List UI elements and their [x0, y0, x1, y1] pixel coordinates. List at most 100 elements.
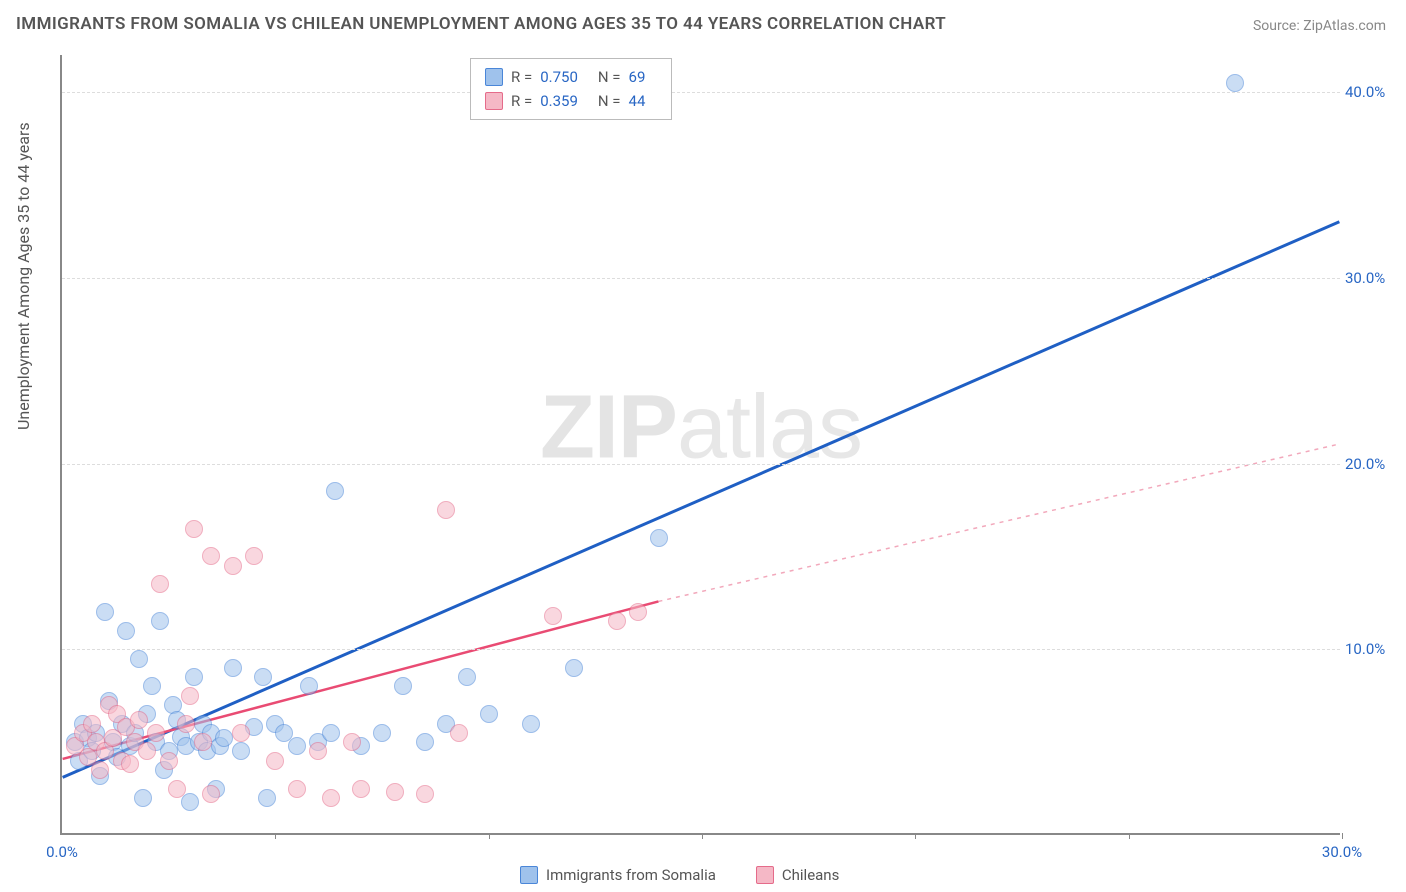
swatch-chileans-icon	[485, 92, 503, 110]
scatter-point	[224, 557, 242, 575]
scatter-point	[386, 783, 404, 801]
scatter-point	[650, 529, 668, 547]
scatter-point	[232, 724, 250, 742]
y-tick-label: 30.0%	[1345, 269, 1405, 287]
scatter-point	[177, 715, 195, 733]
scatter-point	[138, 742, 156, 760]
scatter-point	[194, 733, 212, 751]
scatter-point	[181, 793, 199, 811]
series-legend-item-chileans: Chileans	[756, 866, 839, 884]
scatter-point	[288, 780, 306, 798]
scatter-point	[288, 737, 306, 755]
n-value-somalia: 69	[629, 65, 646, 89]
plot-area: ZIPatlas 10.0%20.0%30.0%40.0%0.0%30.0%	[60, 55, 1340, 835]
x-tick-mark	[275, 833, 276, 839]
x-tick-label: 0.0%	[46, 843, 78, 861]
scatter-point	[326, 482, 344, 500]
trend-line	[658, 444, 1339, 601]
scatter-point	[416, 785, 434, 803]
r-label: R =	[511, 89, 532, 113]
scatter-point	[322, 789, 340, 807]
n-value-chileans: 44	[629, 89, 646, 113]
series-label-chileans: Chileans	[782, 866, 839, 884]
scatter-point	[202, 785, 220, 803]
scatter-point	[224, 659, 242, 677]
scatter-point	[309, 742, 327, 760]
scatter-point	[168, 780, 186, 798]
gridline	[62, 92, 1340, 93]
swatch-somalia-icon	[485, 68, 503, 86]
chart-title: IMMIGRANTS FROM SOMALIA VS CHILEAN UNEMP…	[16, 14, 946, 34]
correlation-legend-row-somalia: R = 0.750 N = 69	[485, 65, 657, 89]
n-label: N =	[598, 65, 621, 89]
scatter-point	[608, 612, 626, 630]
y-tick-label: 40.0%	[1345, 83, 1405, 101]
series-label-somalia: Immigrants from Somalia	[546, 866, 716, 884]
r-value-somalia: 0.750	[540, 65, 578, 89]
x-tick-label: 30.0%	[1322, 843, 1362, 861]
scatter-point	[394, 677, 412, 695]
gridline	[62, 278, 1340, 279]
scatter-point	[352, 780, 370, 798]
gridline	[62, 649, 1340, 650]
series-legend-item-somalia: Immigrants from Somalia	[520, 866, 716, 884]
trend-lines-svg	[62, 55, 1340, 833]
y-tick-label: 20.0%	[1345, 455, 1405, 473]
scatter-point	[202, 547, 220, 565]
scatter-point	[130, 650, 148, 668]
swatch-somalia-icon	[520, 866, 538, 884]
scatter-point	[565, 659, 583, 677]
scatter-point	[258, 789, 276, 807]
x-tick-mark	[702, 833, 703, 839]
scatter-point	[1226, 74, 1244, 92]
scatter-point	[96, 603, 114, 621]
scatter-point	[245, 547, 263, 565]
r-value-chileans: 0.359	[540, 89, 578, 113]
scatter-point	[480, 705, 498, 723]
scatter-point	[416, 733, 434, 751]
scatter-point	[437, 501, 455, 519]
scatter-point	[322, 724, 340, 742]
scatter-point	[117, 622, 135, 640]
scatter-point	[160, 752, 178, 770]
correlation-legend: R = 0.750 N = 69 R = 0.359 N = 44	[470, 58, 672, 120]
scatter-point	[215, 729, 233, 747]
scatter-point	[151, 612, 169, 630]
r-label: R =	[511, 65, 532, 89]
scatter-point	[147, 724, 165, 742]
scatter-point	[544, 607, 562, 625]
scatter-point	[450, 724, 468, 742]
source-attribution: Source: ZipAtlas.com	[1253, 18, 1386, 34]
n-label: N =	[598, 89, 621, 113]
y-tick-label: 10.0%	[1345, 640, 1405, 658]
scatter-point	[373, 724, 391, 742]
scatter-point	[266, 752, 284, 770]
scatter-point	[300, 677, 318, 695]
scatter-point	[83, 715, 101, 733]
scatter-point	[91, 761, 109, 779]
x-tick-mark	[489, 833, 490, 839]
scatter-point	[343, 733, 361, 751]
trend-line	[63, 222, 1340, 778]
gridline	[62, 464, 1340, 465]
x-tick-mark	[1129, 833, 1130, 839]
scatter-point	[254, 668, 272, 686]
scatter-point	[185, 520, 203, 538]
scatter-point	[629, 603, 647, 621]
scatter-point	[185, 668, 203, 686]
y-axis-label: Unemployment Among Ages 35 to 44 years	[14, 122, 33, 430]
scatter-point	[151, 575, 169, 593]
correlation-legend-row-chileans: R = 0.359 N = 44	[485, 89, 657, 113]
scatter-point	[458, 668, 476, 686]
scatter-point	[232, 742, 250, 760]
scatter-point	[130, 711, 148, 729]
scatter-point	[121, 755, 139, 773]
scatter-point	[522, 715, 540, 733]
scatter-point	[134, 789, 152, 807]
swatch-chileans-icon	[756, 866, 774, 884]
x-tick-mark	[1342, 833, 1343, 839]
x-tick-mark	[915, 833, 916, 839]
series-legend: Immigrants from Somalia Chileans	[520, 866, 839, 884]
scatter-point	[143, 677, 161, 695]
scatter-point	[181, 687, 199, 705]
